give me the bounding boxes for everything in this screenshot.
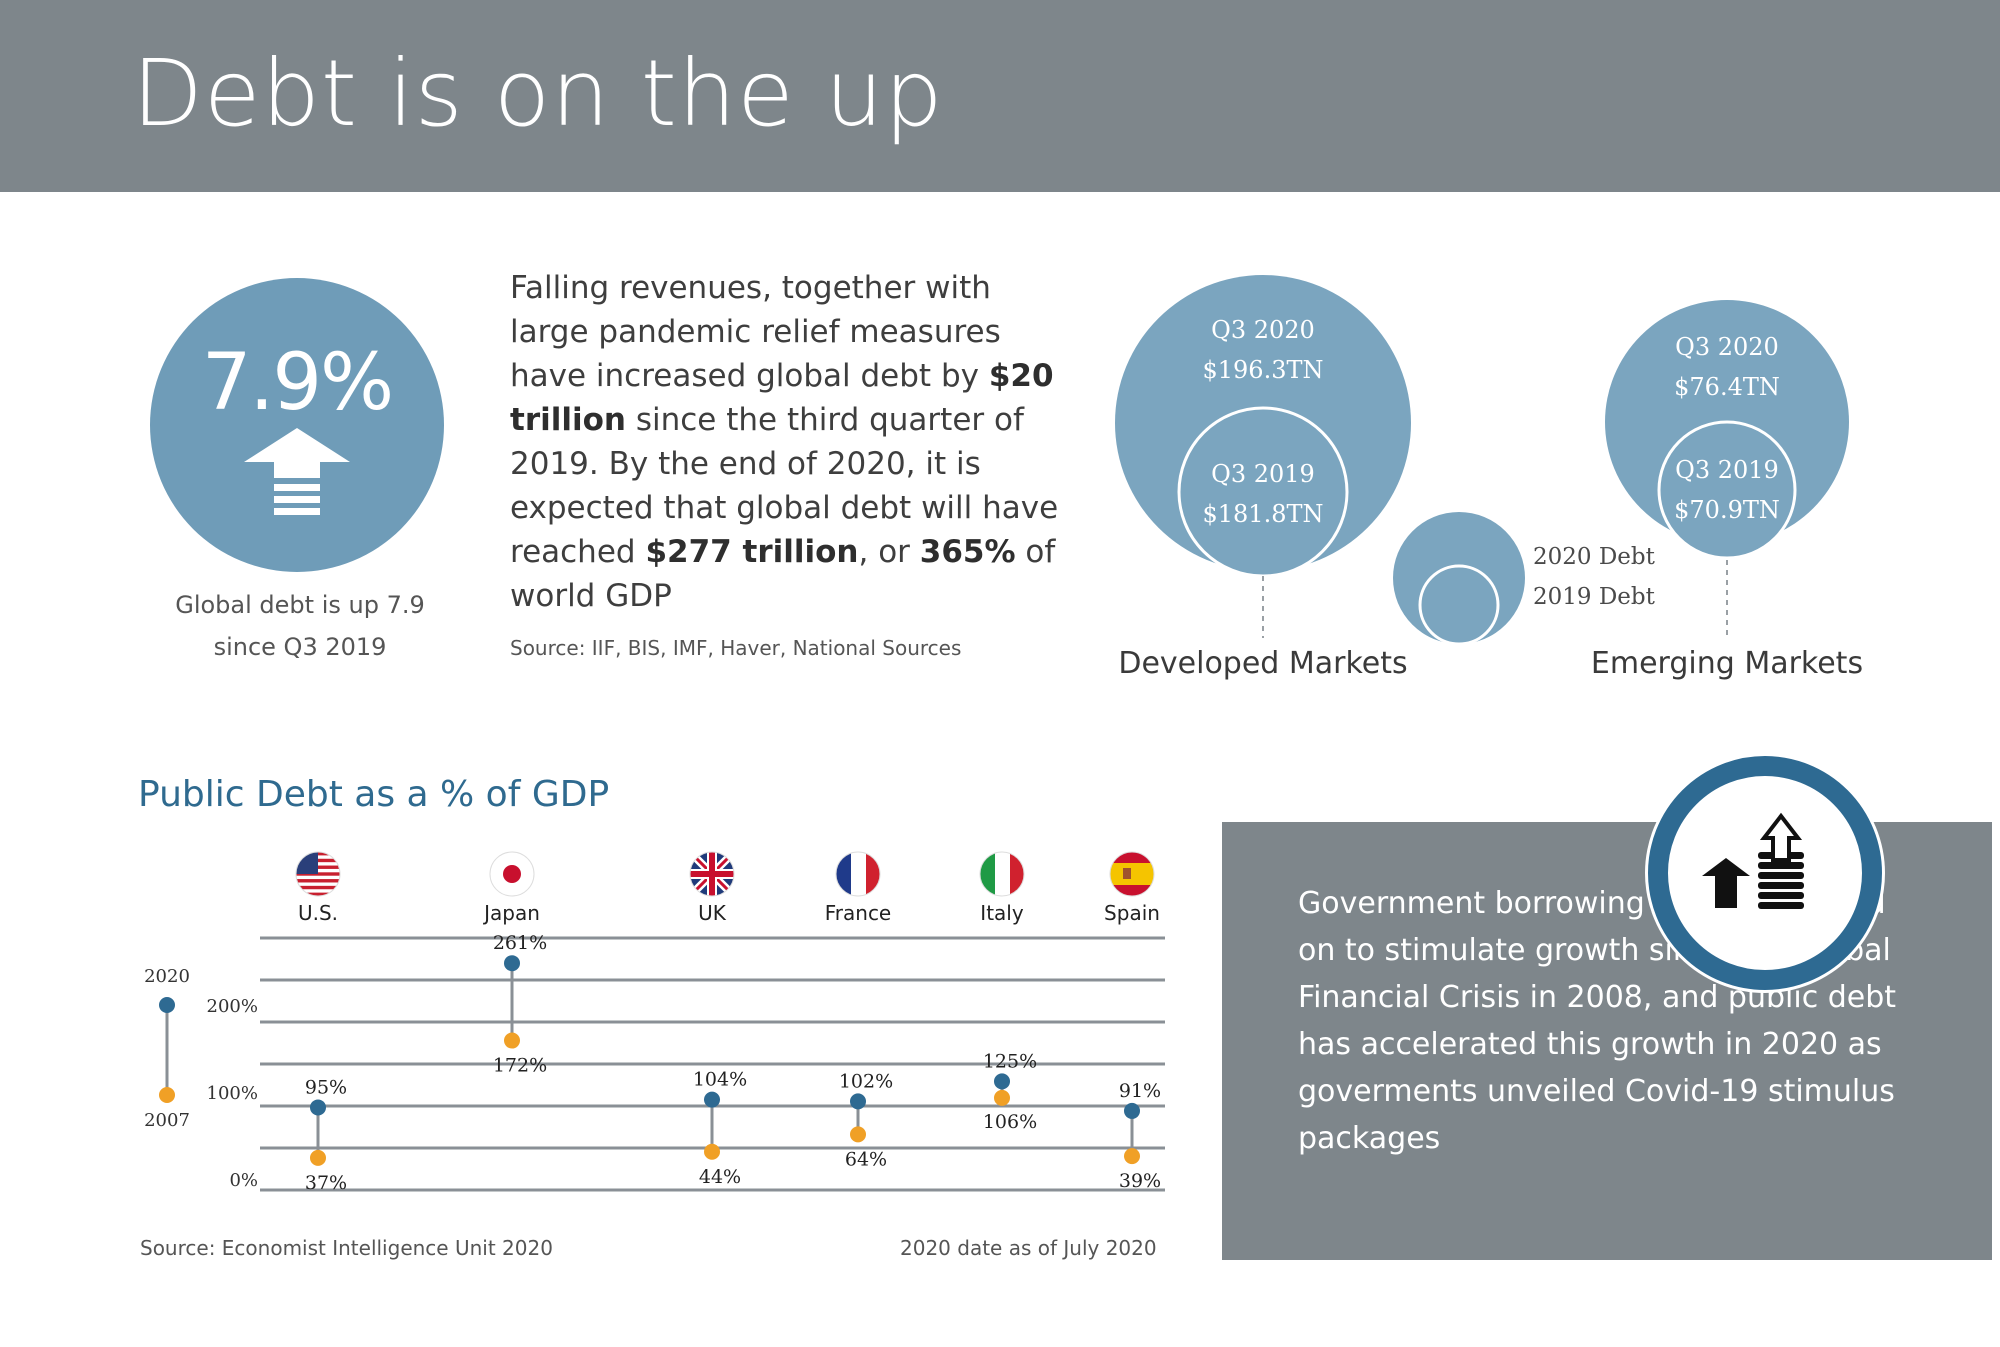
- legend-2020-label: 2020: [144, 966, 190, 987]
- country-label: U.S.: [298, 901, 338, 925]
- dot-2007: [504, 1032, 520, 1049]
- intro-paragraph: Falling revenues, together with large pa…: [510, 266, 1070, 618]
- up-arrow-icon: [244, 428, 350, 515]
- legend-2020-dot: [159, 997, 175, 1013]
- intro-bold-2: $277 trillion: [645, 534, 859, 570]
- japan-flag-icon: [489, 851, 535, 897]
- dot-2020: [504, 955, 520, 972]
- chart-source: Source: Economist Intelligence Unit 2020: [140, 1236, 553, 1260]
- developed-2020-label: Q3 2020: [1211, 316, 1315, 344]
- spain-flag-icon: [1109, 851, 1155, 897]
- legend-2007-dot: [159, 1087, 175, 1103]
- emerging-2020-label: Q3 2020: [1675, 333, 1779, 361]
- country-label: Italy: [980, 901, 1024, 925]
- country-label: France: [825, 901, 892, 925]
- legend-2007-label: 2007: [144, 1110, 190, 1131]
- value-label-2007: 172%: [493, 1055, 547, 1077]
- value-label-2007: 64%: [845, 1148, 887, 1170]
- developed-2019-label: Q3 2019: [1211, 460, 1315, 488]
- legend-2020-text: 2020 Debt: [1533, 544, 1656, 570]
- stat-caption-line1: Global debt is up 7.9: [175, 591, 425, 619]
- value-label-2020: 261%: [493, 932, 547, 954]
- dot-2007: [310, 1149, 326, 1166]
- developed-2019-value: $181.8TN: [1203, 500, 1324, 528]
- developed-2019-bubble: [1177, 406, 1349, 578]
- developed-markets-label: Developed Markets: [1118, 646, 1407, 681]
- intro-bold-1: $20 trillion: [510, 358, 1054, 438]
- value-label-2007: 37%: [305, 1172, 347, 1194]
- y-tick-label: 200%: [207, 996, 258, 1017]
- stat-value: 7.9%: [201, 338, 394, 428]
- country-label: Japan: [482, 901, 540, 925]
- intro-text-2: since the third quarter of 2019. By the …: [510, 402, 1059, 570]
- dot-2020: [994, 1073, 1010, 1090]
- dot-2007: [850, 1126, 866, 1143]
- emerging-2019-bubble: [1657, 420, 1797, 560]
- stat-caption: Global debt is up 7.9 since Q3 2019: [130, 584, 470, 668]
- market-bubbles: Q3 2020 $196.3TN Q3 2019 $181.8TN Develo…: [1115, 275, 1863, 681]
- developed-2020-value: $196.3TN: [1203, 356, 1324, 384]
- legend-2019-bubble: [1418, 564, 1500, 646]
- intro-bold-3: 365%: [919, 534, 1016, 570]
- value-label-2020: 102%: [839, 1070, 893, 1092]
- value-label-2020: 91%: [1119, 1080, 1161, 1102]
- value-label-2020: 95%: [305, 1076, 347, 1098]
- intro-text-1: Falling revenues, together with large pa…: [510, 270, 1001, 394]
- growth-coins-icon: [1645, 753, 1885, 993]
- chart-title: Public Debt as a % of GDP: [138, 774, 610, 815]
- dot-2020: [704, 1091, 720, 1108]
- dot-2007: [704, 1143, 720, 1160]
- public-debt-chart: 0% 100% 200% 2020 2007 U.S. 95% 37% Japan 261% 172…: [144, 851, 1165, 1194]
- dot-2007: [1124, 1148, 1140, 1165]
- emerging-markets-label: Emerging Markets: [1591, 646, 1863, 681]
- header-banner: Debt is on the up: [0, 0, 2000, 192]
- dot-2020: [850, 1093, 866, 1110]
- country-label: Spain: [1104, 901, 1160, 925]
- value-label-2007: 106%: [983, 1111, 1037, 1133]
- chart-note: 2020 date as of July 2020: [900, 1236, 1157, 1260]
- dot-2007: [994, 1089, 1010, 1106]
- y-tick-label: 100%: [207, 1083, 258, 1104]
- stat-circle: 7.9%: [150, 278, 444, 572]
- intro-text-3: , or: [858, 534, 920, 570]
- stat-caption-line2: since Q3 2019: [213, 633, 387, 661]
- uk-flag-icon: [689, 851, 735, 897]
- us-flag-icon: [295, 851, 341, 897]
- intro-source: Source: IIF, BIS, IMF, Haver, National S…: [510, 636, 962, 660]
- legend-2019-text: 2019 Debt: [1533, 584, 1656, 610]
- country-label: UK: [698, 901, 727, 925]
- france-flag-icon: [835, 851, 881, 897]
- y-tick-label: 0%: [229, 1170, 258, 1191]
- emerging-2019-value: $70.9TN: [1674, 496, 1780, 524]
- page-title: Debt is on the up: [132, 40, 944, 147]
- value-label-2007: 39%: [1119, 1170, 1161, 1192]
- emerging-2019-label: Q3 2019: [1675, 456, 1779, 484]
- italy-flag-icon: [979, 851, 1025, 897]
- dot-2020: [1124, 1102, 1140, 1119]
- intro-text-4: of world GDP: [510, 534, 1056, 614]
- emerging-2020-value: $76.4TN: [1674, 373, 1780, 401]
- value-label-2020: 125%: [983, 1050, 1037, 1072]
- value-label-2007: 44%: [699, 1166, 741, 1188]
- dot-2020: [310, 1099, 326, 1116]
- value-label-2020: 104%: [693, 1069, 747, 1091]
